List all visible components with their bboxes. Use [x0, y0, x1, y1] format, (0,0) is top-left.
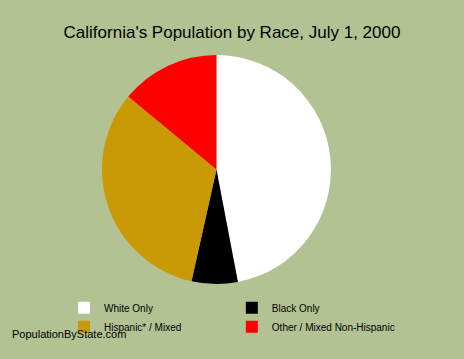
svg-text:Other / Mixed Non-Hispanic: Other / Mixed Non-Hispanic — [272, 322, 395, 333]
svg-text:PopulationByState.com: PopulationByState.com — [12, 328, 126, 340]
svg-text:White Only: White Only — [104, 303, 153, 314]
svg-text:Hispanic* / Mixed: Hispanic* / Mixed — [104, 322, 181, 333]
svg-text:California's Population by Rac: California's Population by Race, July 1,… — [64, 23, 401, 42]
svg-text:Black Only: Black Only — [272, 303, 320, 314]
